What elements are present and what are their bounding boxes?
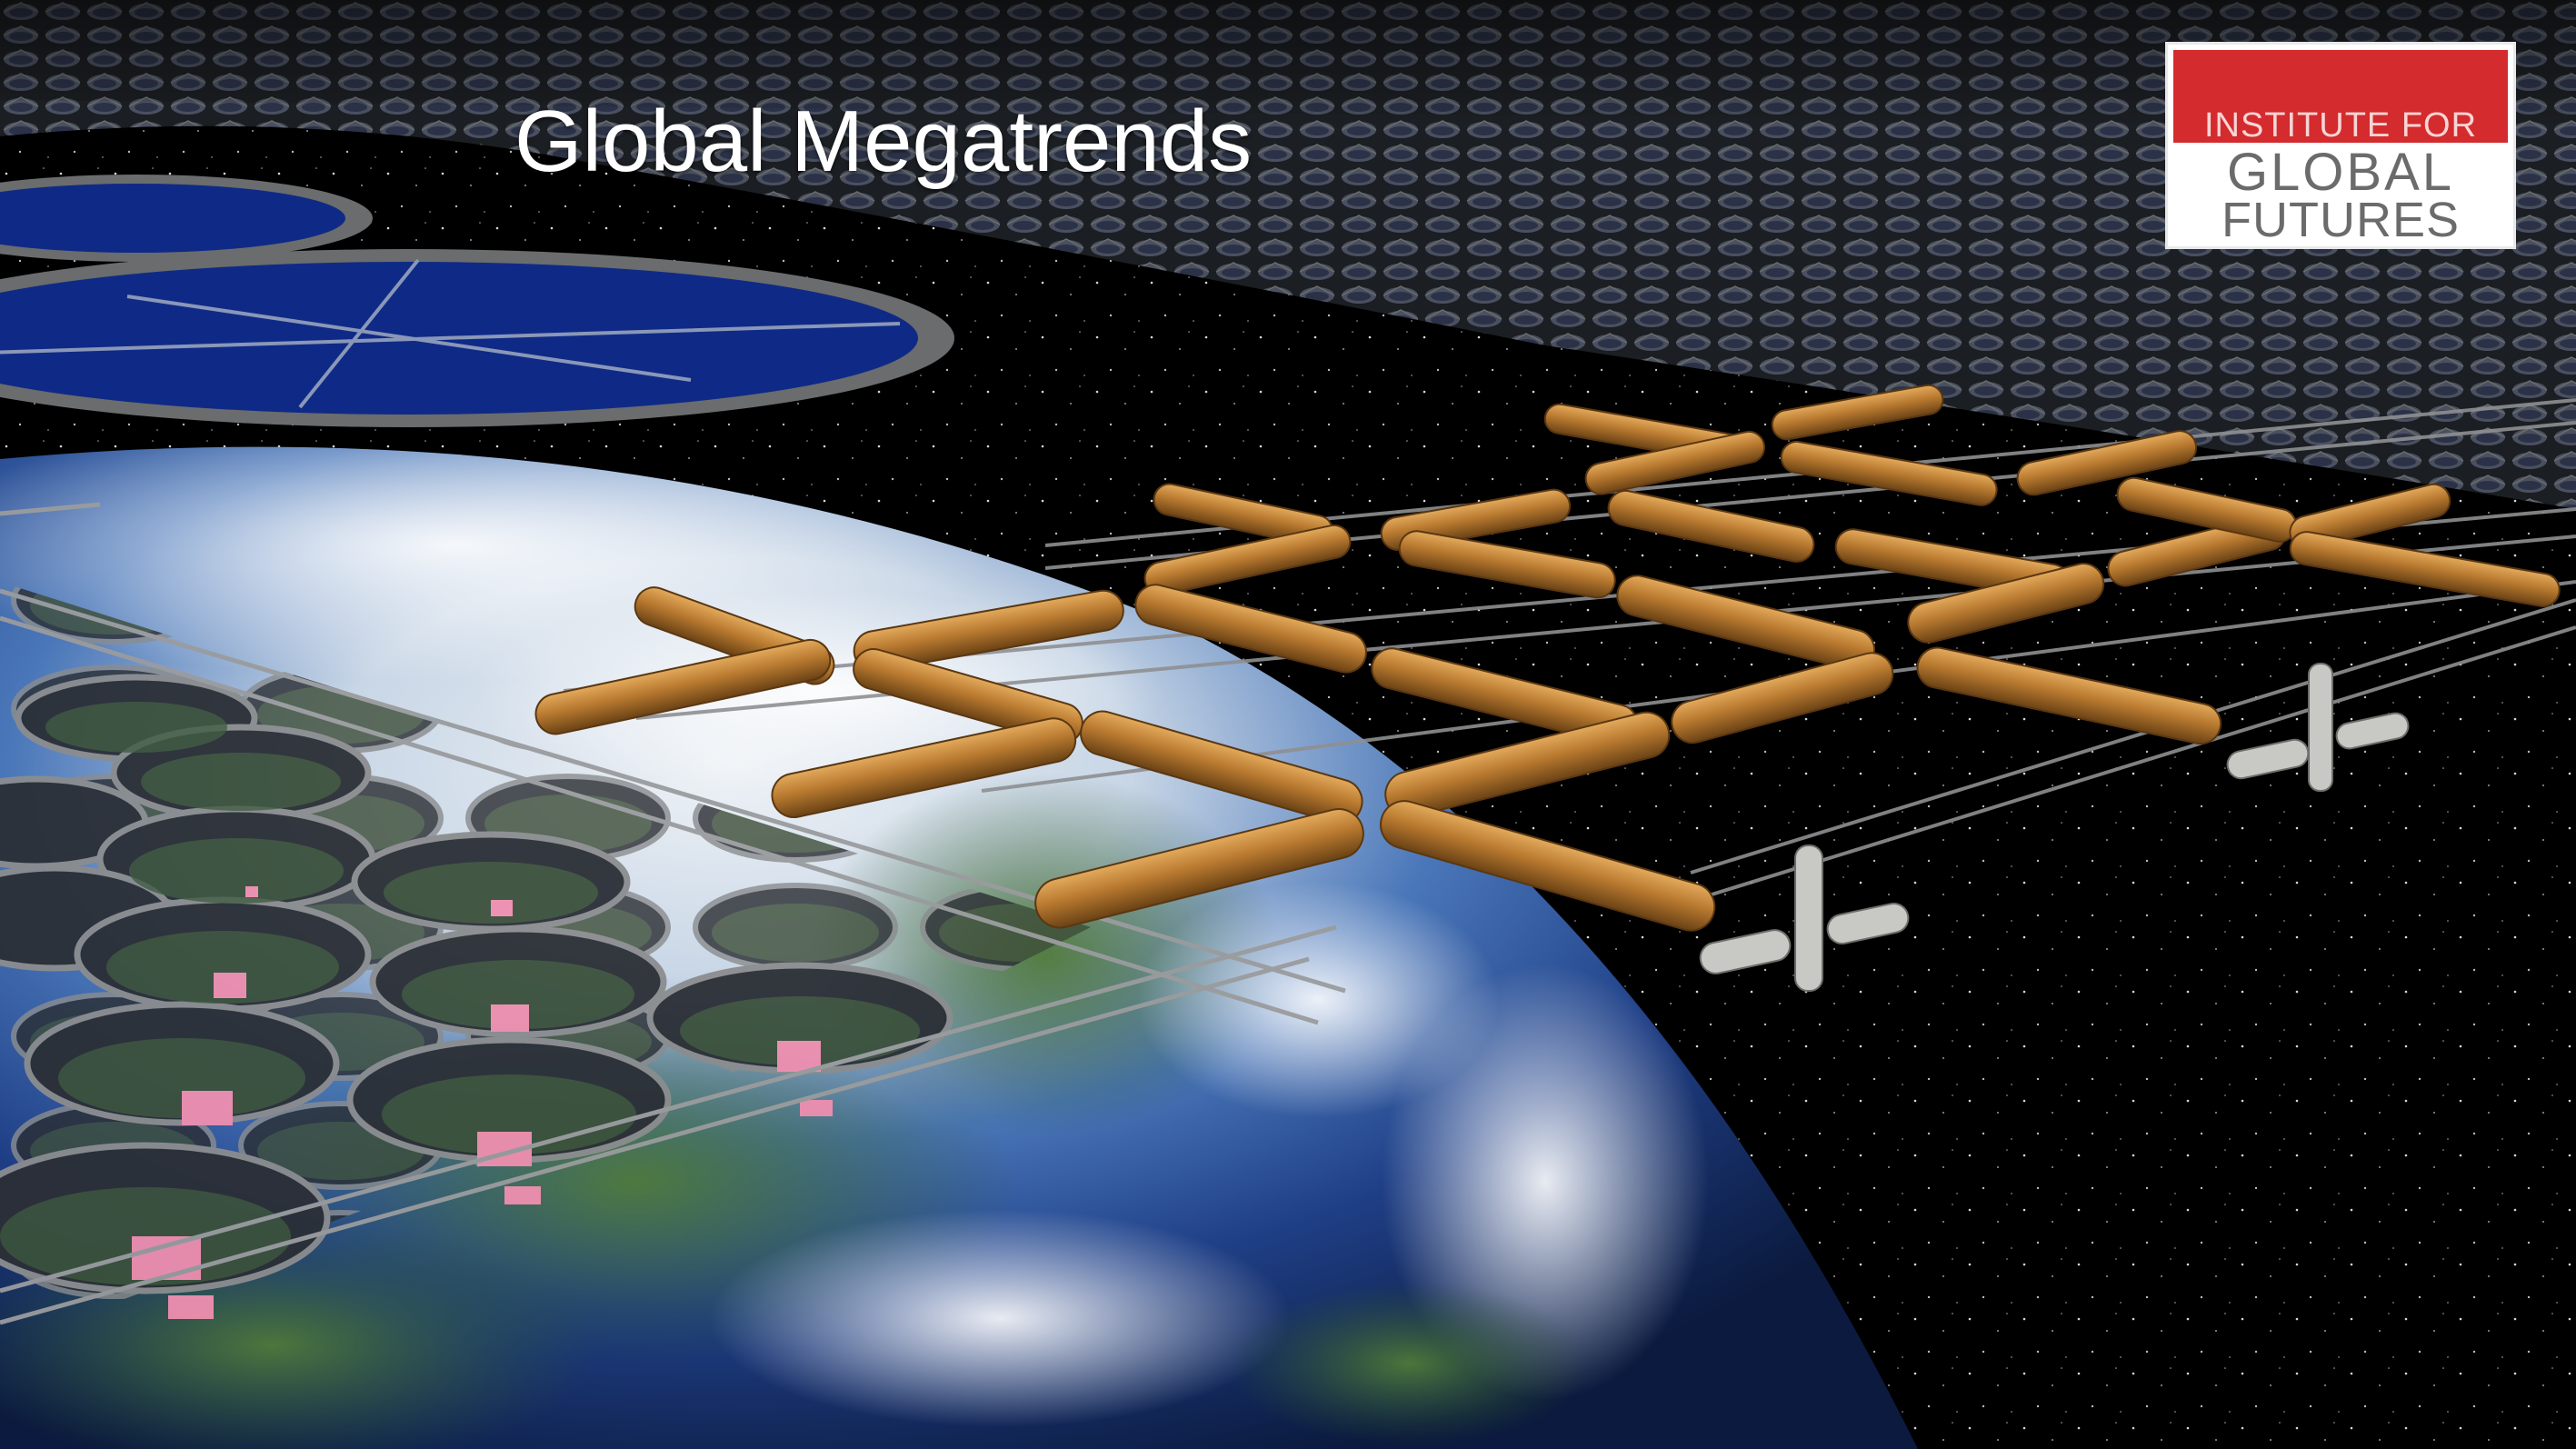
logo-red-band	[2173, 50, 2508, 143]
slide-title: Global Megatrends	[514, 93, 1253, 190]
logo-line-global: GLOBAL	[2226, 143, 2455, 202]
logo-line-futures: FUTURES	[2222, 193, 2460, 247]
institute-logo: INSTITUTE FOR GLOBAL FUTURES	[2165, 42, 2516, 249]
logo-line-institute-for: INSTITUTE FOR	[2203, 106, 2478, 145]
